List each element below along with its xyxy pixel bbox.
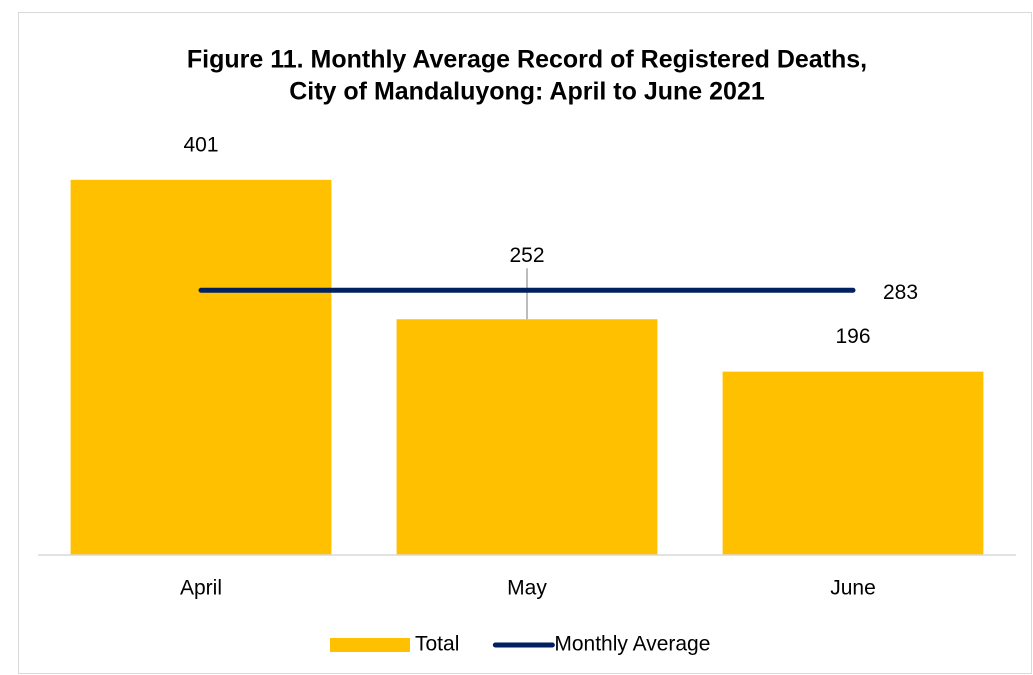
legend-label: Total xyxy=(415,633,459,656)
data-label: 401 xyxy=(183,133,218,156)
x-tick-label: April xyxy=(180,577,222,600)
x-tick-label: May xyxy=(507,577,547,600)
chart-title: Figure 11. Monthly Average Record of Reg… xyxy=(187,46,867,74)
bar xyxy=(70,179,332,555)
data-label: 196 xyxy=(835,325,870,348)
data-label: 252 xyxy=(509,244,544,267)
data-label: 283 xyxy=(883,281,918,304)
chart-title: City of Mandaluyong: April to June 2021 xyxy=(289,78,765,106)
legend-swatch xyxy=(330,638,410,652)
x-tick-label: June xyxy=(830,577,876,600)
bar xyxy=(722,371,984,555)
bar xyxy=(396,319,658,555)
legend-label: Monthly Average xyxy=(554,633,710,656)
